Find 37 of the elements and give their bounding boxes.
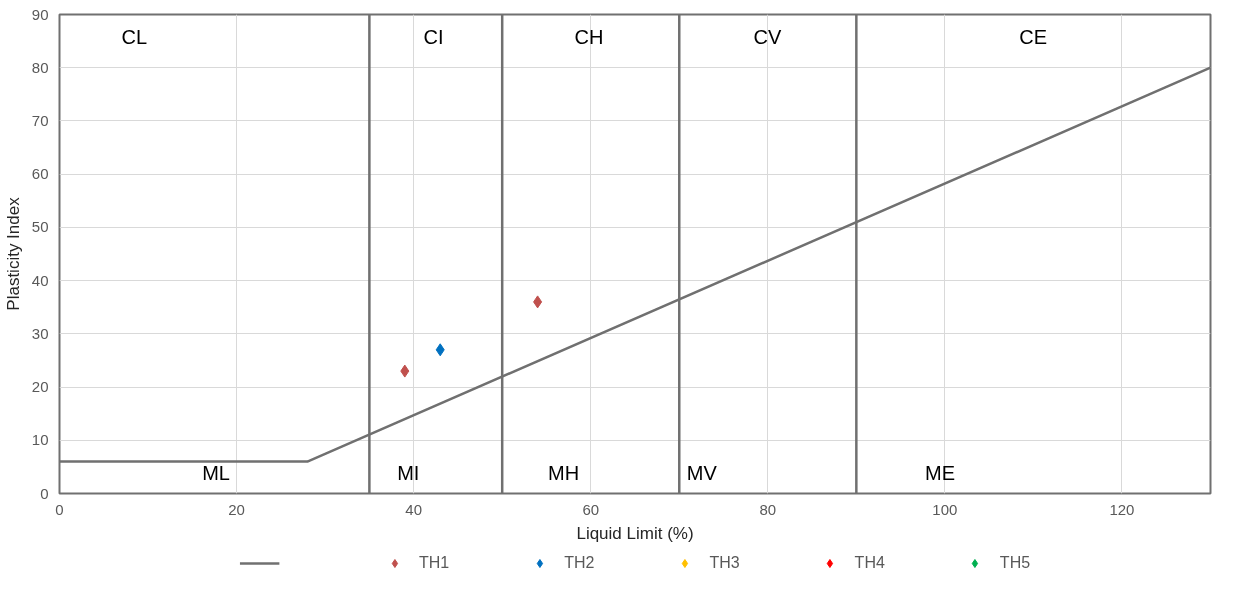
legend-label: TH2 <box>564 554 595 572</box>
y-tick-label: 60 <box>31 165 49 183</box>
point <box>435 343 445 357</box>
y-tick-label: 50 <box>31 218 49 236</box>
y-tick-label: 20 <box>31 378 49 396</box>
x-tick-label: 40 <box>405 500 422 518</box>
x-tick-label: 60 <box>582 500 600 518</box>
legend-label: TH1 <box>418 554 450 572</box>
x-axis-title: Liquid Limit (%) <box>576 523 694 543</box>
annotation: MH <box>548 461 580 484</box>
legend-label: TH5 <box>999 554 1031 572</box>
annotation: CE <box>1019 26 1048 49</box>
annotation: CL <box>121 26 148 49</box>
x-tick-label: 20 <box>228 500 245 518</box>
annotation: CH <box>574 26 604 49</box>
y-tick-label: 0 <box>40 484 49 502</box>
annotation: MV <box>686 461 718 484</box>
x-tick-label: 80 <box>759 500 777 518</box>
legend-label: TH4 <box>854 554 885 572</box>
y-tick-label: 10 <box>31 431 49 449</box>
x-tick-label: 0 <box>55 500 64 518</box>
x-tick-label: 100 <box>932 500 958 518</box>
y-tick-label: 40 <box>31 271 49 289</box>
legend-label: TH3 <box>709 554 740 572</box>
y-tick-label: 70 <box>31 111 49 129</box>
x-tick-label: 120 <box>1109 500 1135 518</box>
y-tick-label: 80 <box>31 58 49 76</box>
annotation: ME <box>925 461 956 484</box>
y-tick-label: 30 <box>31 324 49 342</box>
annotation: ML <box>202 461 230 484</box>
y-axis-title: Plasticity Index <box>3 196 23 311</box>
point <box>533 295 543 309</box>
point <box>400 364 410 378</box>
annotation: CV <box>753 26 782 49</box>
annotation: CI <box>423 26 444 49</box>
y-tick-label: 90 <box>31 5 49 23</box>
annotation: MI <box>397 461 420 484</box>
